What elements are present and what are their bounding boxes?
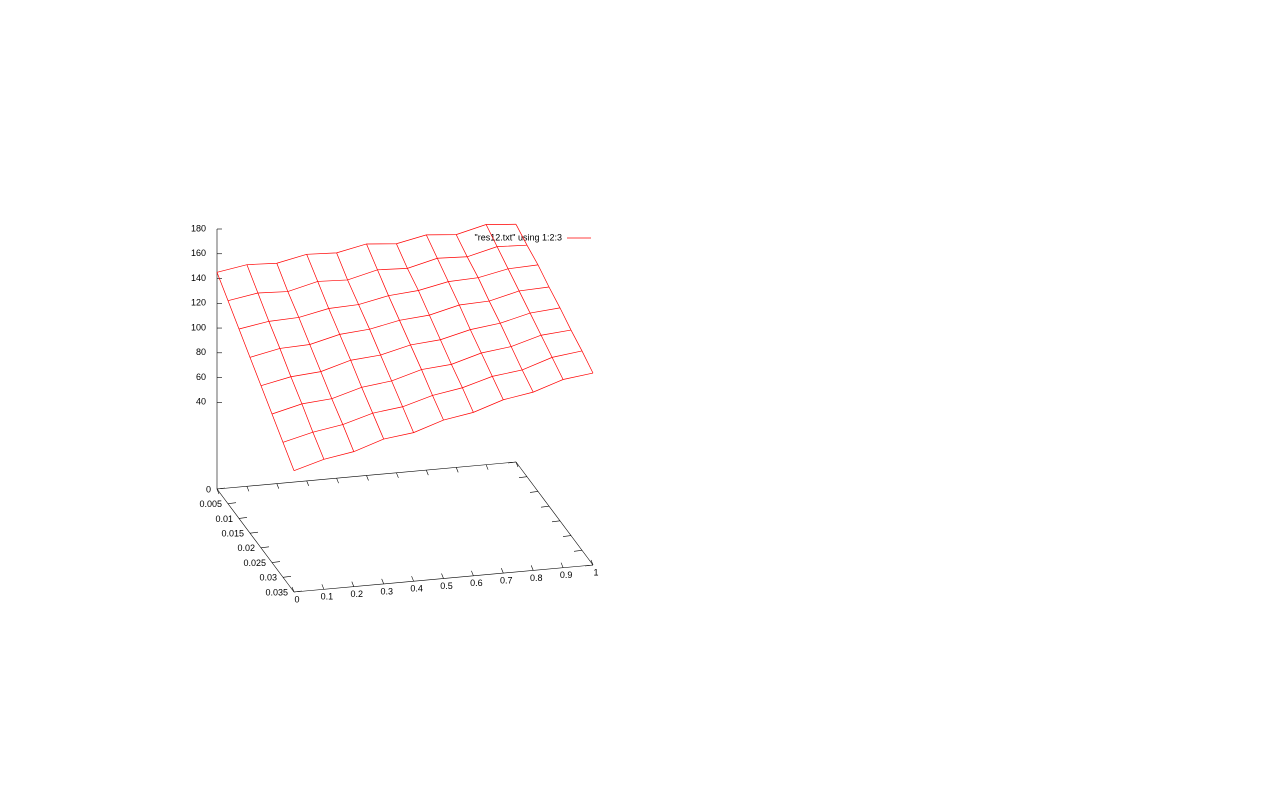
x-tick bbox=[381, 578, 384, 585]
x-tick bbox=[351, 581, 355, 587]
surface-line bbox=[306, 254, 385, 440]
y-tick bbox=[271, 561, 281, 563]
x-tick bbox=[455, 467, 459, 473]
surface-line bbox=[293, 372, 594, 471]
x-tick bbox=[276, 483, 280, 489]
y-tick-label: 0.03 bbox=[259, 573, 277, 583]
y-tick bbox=[227, 502, 237, 505]
x-tick bbox=[396, 472, 399, 478]
y-tick-label: 0 bbox=[206, 484, 211, 494]
z-tick-label: 120 bbox=[191, 298, 206, 308]
x-tick bbox=[485, 464, 489, 470]
z-tick-label: 160 bbox=[191, 248, 206, 258]
y-tick bbox=[551, 520, 561, 523]
z-tick-label: 60 bbox=[196, 372, 206, 382]
surface-line bbox=[485, 224, 564, 380]
z-tick-label: 180 bbox=[191, 223, 206, 233]
y-tick bbox=[216, 487, 226, 490]
x-tick bbox=[291, 586, 295, 593]
x-tick-label: 0.1 bbox=[321, 592, 334, 602]
y-tick bbox=[529, 491, 539, 493]
z-tick-label: 40 bbox=[196, 397, 206, 407]
y-tick bbox=[540, 505, 550, 508]
y-tick bbox=[238, 517, 248, 519]
x-tick bbox=[471, 570, 474, 576]
y-tick bbox=[293, 590, 303, 593]
x-tick bbox=[336, 478, 339, 484]
x-tick bbox=[321, 584, 325, 590]
x-tick bbox=[515, 461, 519, 468]
x-tick bbox=[246, 486, 250, 492]
surface-line bbox=[396, 243, 474, 413]
surface-line bbox=[282, 350, 583, 443]
x-tick-label: 0.9 bbox=[560, 570, 573, 580]
x-tick bbox=[501, 567, 504, 574]
x-tick bbox=[216, 488, 220, 495]
y-tick bbox=[573, 549, 583, 552]
x-tick bbox=[411, 576, 414, 582]
x-tick bbox=[560, 562, 564, 568]
x-tick bbox=[306, 480, 309, 487]
x-tick-label: 0.4 bbox=[410, 584, 423, 594]
y-tick bbox=[507, 461, 517, 464]
surface-line bbox=[246, 264, 325, 460]
x-tick-label: 0.7 bbox=[500, 575, 513, 585]
x-tick-label: 0 bbox=[294, 594, 299, 604]
y-tick bbox=[260, 546, 270, 549]
surface-line bbox=[216, 272, 295, 471]
y-tick bbox=[518, 476, 528, 479]
x-tick-label: 0.8 bbox=[530, 573, 543, 583]
z-tick-label: 80 bbox=[196, 347, 206, 357]
x-tick-label: 0.5 bbox=[440, 581, 453, 591]
z-tick-label: 100 bbox=[191, 322, 206, 332]
x-tick bbox=[441, 573, 444, 579]
legend-label: "res12.txt" using 1:2:3 bbox=[475, 232, 562, 242]
surface-line bbox=[336, 252, 414, 433]
surface-line bbox=[455, 234, 534, 393]
y-tick-label: 0.035 bbox=[265, 587, 288, 597]
axis-line bbox=[216, 488, 295, 593]
y-tick bbox=[249, 531, 259, 534]
x-tick-label: 0.2 bbox=[351, 589, 364, 599]
y-tick-label: 0.02 bbox=[237, 543, 255, 553]
y-tick bbox=[562, 535, 572, 537]
axis-line bbox=[515, 461, 594, 566]
surface-line bbox=[238, 264, 539, 330]
x-tick bbox=[530, 565, 534, 571]
z-tick-label: 140 bbox=[191, 273, 206, 283]
y-tick-label: 0.025 bbox=[243, 558, 266, 568]
y-tick-label: 0.015 bbox=[221, 529, 244, 539]
x-tick-label: 1 bbox=[593, 567, 598, 577]
surface-line bbox=[515, 224, 594, 374]
y-tick bbox=[282, 575, 292, 578]
surface-line bbox=[276, 263, 355, 452]
y-tick bbox=[584, 564, 594, 567]
y-tick-label: 0.005 bbox=[199, 499, 222, 509]
x-tick-label: 0.3 bbox=[380, 586, 393, 596]
surface-line bbox=[366, 243, 444, 421]
surface-line bbox=[216, 223, 517, 273]
x-tick bbox=[590, 559, 594, 566]
surface-line bbox=[227, 244, 528, 302]
y-tick-label: 0.01 bbox=[215, 514, 233, 524]
x-tick bbox=[426, 469, 429, 476]
x-tick-label: 0.6 bbox=[470, 578, 483, 588]
surface-line bbox=[425, 234, 504, 400]
x-tick bbox=[366, 475, 369, 481]
